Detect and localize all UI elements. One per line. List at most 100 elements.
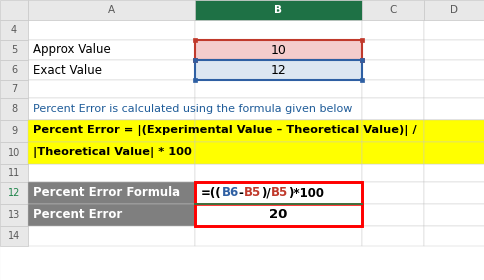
Bar [28,204,195,226]
Text: B5: B5 [270,186,287,199]
Bar [193,58,197,62]
Text: -: - [239,186,243,199]
Bar [423,120,484,142]
Bar [423,20,484,40]
Text: A: A [108,5,115,15]
Text: D: D [450,5,457,15]
Bar [359,58,363,62]
Bar [361,142,423,164]
Bar [359,58,363,62]
Text: 4: 4 [11,25,17,35]
Bar [423,142,484,164]
Bar [361,142,423,164]
Bar [423,0,484,20]
Text: 5: 5 [11,45,17,55]
Bar [28,120,195,142]
Bar [195,204,361,226]
Bar [423,142,484,164]
Text: Percent Error Formula: Percent Error Formula [33,186,180,199]
Text: 10: 10 [270,43,286,57]
Bar [195,164,361,182]
Bar [28,182,195,204]
Text: 8: 8 [11,104,17,114]
Bar [28,0,195,20]
Bar [28,204,195,226]
Bar [195,182,361,204]
Text: B: B [274,5,282,15]
Text: Percent Error: Percent Error [33,209,122,221]
Bar [0,226,28,246]
Bar [28,120,195,142]
Bar [195,142,361,164]
Bar [195,182,361,226]
Bar [195,60,361,80]
Text: 20: 20 [269,209,287,221]
Text: 6: 6 [11,65,17,75]
Text: Approx Value: Approx Value [33,43,110,57]
Bar [193,58,197,62]
Text: =((: =(( [200,186,221,199]
Text: Percent Error = |(Experimental Value – Theoretical Value)| /: Percent Error = |(Experimental Value – T… [33,125,416,137]
Bar [361,120,423,142]
Bar [195,0,361,20]
Bar [423,80,484,98]
Bar [28,142,195,164]
Bar [195,204,361,226]
Text: )/: )/ [260,186,270,199]
Bar [0,204,28,226]
Text: 12: 12 [8,188,20,198]
Text: Exact Value: Exact Value [33,64,102,76]
Bar [361,20,423,40]
Bar [0,182,28,204]
Bar [361,204,423,226]
Bar [195,182,361,204]
Text: 7: 7 [11,84,17,94]
Bar [0,120,28,142]
Text: B5: B5 [243,186,260,199]
Bar [361,226,423,246]
Bar [423,40,484,60]
Bar [361,164,423,182]
Bar [28,182,195,204]
Bar [361,80,423,98]
Bar [0,164,28,182]
Bar [0,0,28,20]
Bar [361,120,423,142]
Bar [28,226,195,246]
Text: B6: B6 [221,186,239,199]
Bar [195,226,361,246]
Bar [195,120,361,142]
Bar [28,60,195,80]
Bar [28,40,195,60]
Text: 11: 11 [8,168,20,178]
Bar [195,40,361,60]
Bar [0,40,28,60]
Bar [361,40,423,60]
Bar [423,182,484,204]
Bar [195,40,361,60]
Bar [195,80,361,98]
Bar [28,164,195,182]
Bar [195,142,361,164]
Bar [195,120,361,142]
Text: 13: 13 [8,210,20,220]
Bar [0,20,28,40]
Bar [0,142,28,164]
Bar [0,98,28,120]
Text: |Theoretical Value| * 100: |Theoretical Value| * 100 [33,148,192,158]
Bar [423,164,484,182]
Text: 12: 12 [270,64,286,76]
Bar [28,80,195,98]
Text: )*100: )*100 [287,186,323,199]
Bar [423,204,484,226]
Bar [359,38,363,42]
Bar [193,38,197,42]
Text: 10: 10 [8,148,20,158]
Bar [195,98,361,120]
Bar [0,80,28,98]
Bar [423,60,484,80]
Bar [28,142,195,164]
Bar [0,60,28,80]
Bar [423,226,484,246]
Text: 14: 14 [8,231,20,241]
